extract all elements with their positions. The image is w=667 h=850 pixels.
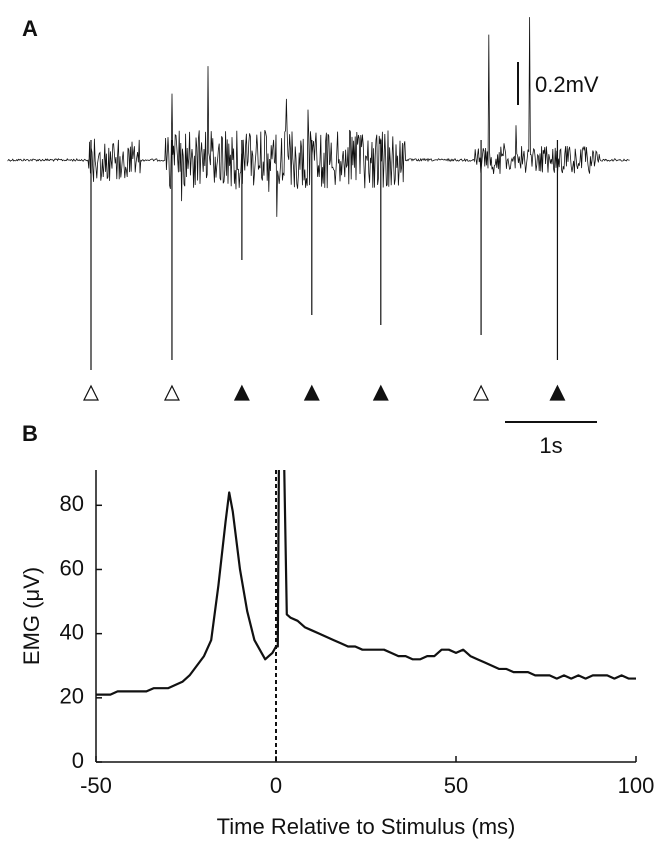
stimulus-marker bbox=[372, 384, 389, 401]
x-tick-label: -50 bbox=[80, 773, 112, 798]
x-tick-label: 0 bbox=[270, 773, 282, 798]
stimulus-marker bbox=[549, 384, 566, 401]
panel-label: B bbox=[22, 421, 38, 446]
stimulus-marker bbox=[163, 384, 180, 401]
y-tick-label: 20 bbox=[60, 684, 84, 709]
stimulus-marker bbox=[83, 384, 99, 401]
y-tick-label: 80 bbox=[60, 491, 84, 516]
x-tick-label: 50 bbox=[444, 773, 468, 798]
scale-label: 0.2mV bbox=[535, 72, 599, 97]
y-tick-label: 60 bbox=[60, 555, 84, 580]
panel-label: A bbox=[22, 16, 38, 41]
stimulus-marker bbox=[233, 384, 250, 401]
stimulus-marker bbox=[303, 384, 320, 401]
x-tick-label: 100 bbox=[618, 773, 655, 798]
emg-trace bbox=[7, 17, 630, 217]
y-tick-label: 40 bbox=[60, 619, 84, 644]
y-axis-label: EMG (μV) bbox=[19, 567, 44, 665]
y-tick-label: 0 bbox=[72, 748, 84, 773]
stimulus-marker bbox=[473, 384, 490, 401]
scale-label: 1s bbox=[539, 433, 562, 458]
x-axis-label: Time Relative to Stimulus (ms) bbox=[217, 814, 516, 839]
emg-line bbox=[96, 470, 636, 696]
